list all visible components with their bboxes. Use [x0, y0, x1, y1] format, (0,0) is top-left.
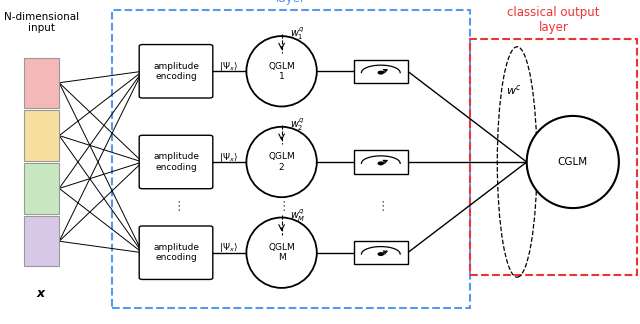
Text: $w_M^q$: $w_M^q$ [290, 207, 305, 224]
Bar [24, 110, 60, 161]
Text: quantum hidden
layer: quantum hidden layer [243, 0, 340, 5]
Circle shape [378, 162, 383, 165]
Text: $|\Psi_x\rangle$: $|\Psi_x\rangle$ [218, 241, 237, 254]
Bar [354, 241, 408, 264]
Bar [470, 39, 637, 275]
Bar [112, 10, 470, 308]
Text: amplitude
encoding: amplitude encoding [153, 62, 199, 81]
Bar [24, 163, 60, 214]
Ellipse shape [246, 217, 317, 288]
Ellipse shape [246, 36, 317, 107]
Bar [354, 150, 408, 174]
Text: N-dimensional
input: N-dimensional input [4, 12, 79, 33]
Ellipse shape [527, 116, 619, 208]
Text: QGLM
M: QGLM M [268, 243, 295, 262]
Text: $|\Psi_x\rangle$: $|\Psi_x\rangle$ [218, 151, 237, 164]
Text: amplitude
encoding: amplitude encoding [153, 243, 199, 262]
Ellipse shape [246, 127, 317, 197]
Text: $w_2^q$: $w_2^q$ [290, 117, 305, 133]
Text: $\vdots$: $\vdots$ [376, 199, 385, 213]
Text: $w_1^q$: $w_1^q$ [290, 26, 305, 42]
Text: CGLM: CGLM [557, 157, 588, 167]
Bar [354, 60, 408, 83]
Text: $|\Psi_x\rangle$: $|\Psi_x\rangle$ [218, 60, 237, 73]
Text: $\vdots$: $\vdots$ [172, 199, 180, 213]
FancyBboxPatch shape [140, 226, 212, 279]
Text: classical output
layer: classical output layer [508, 6, 600, 34]
Text: QGLM
1: QGLM 1 [268, 62, 295, 81]
Bar [24, 216, 60, 266]
Circle shape [378, 253, 383, 255]
Text: QGLM
2: QGLM 2 [268, 152, 295, 172]
FancyBboxPatch shape [140, 45, 212, 98]
Text: amplitude
encoding: amplitude encoding [153, 152, 199, 172]
Text: $\boldsymbol{x}$: $\boldsymbol{x}$ [36, 287, 47, 300]
Circle shape [378, 71, 383, 74]
Text: $w^c$: $w^c$ [506, 83, 522, 97]
Bar [24, 58, 60, 108]
Text: $\vdots$: $\vdots$ [277, 199, 286, 213]
FancyBboxPatch shape [140, 135, 212, 189]
